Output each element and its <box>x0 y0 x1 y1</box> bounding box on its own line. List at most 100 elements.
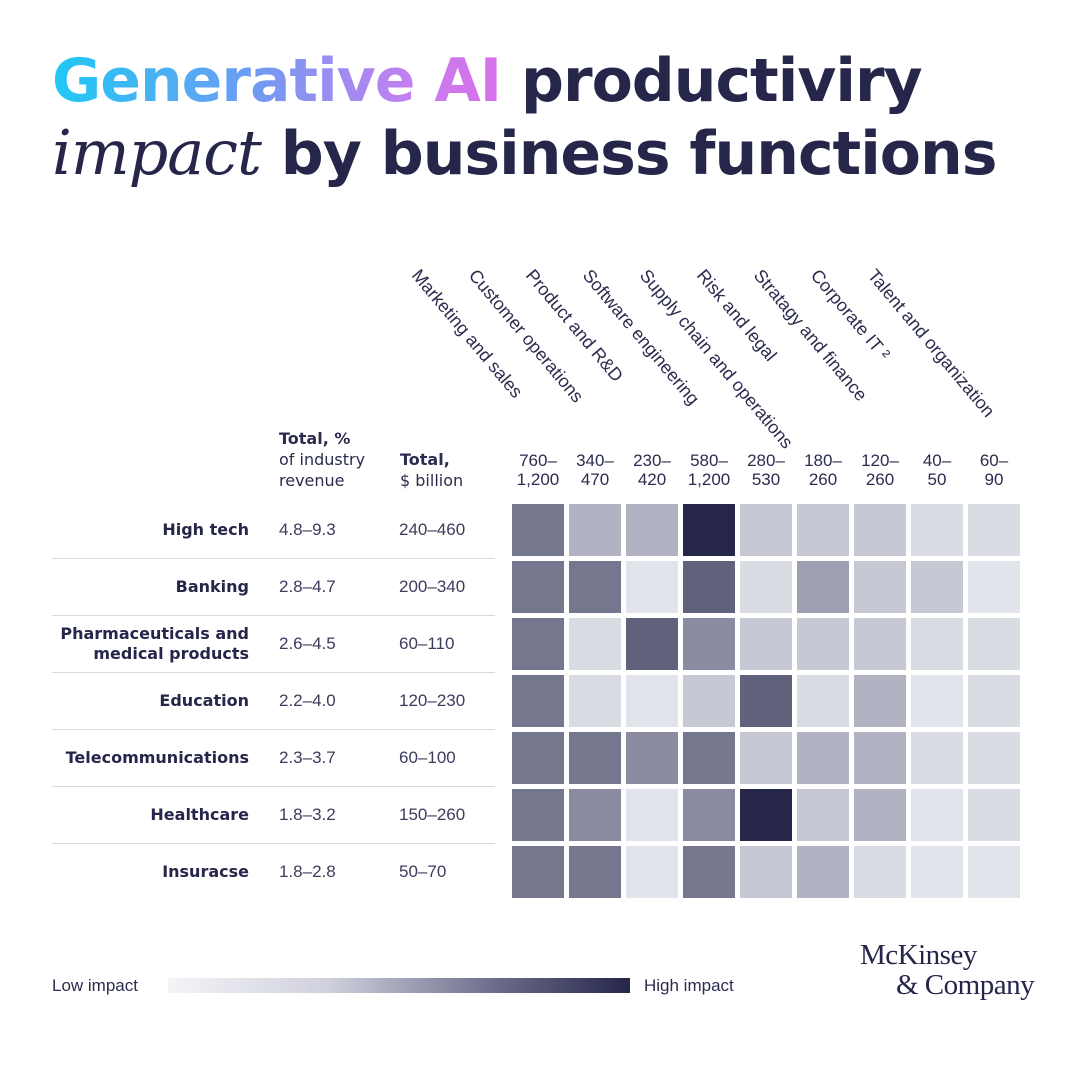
heatmap-cell <box>626 618 678 670</box>
legend-high-label: High impact <box>644 976 734 995</box>
title-line1-rest: productiviry <box>501 46 923 116</box>
billion-header-line2: $ billion <box>400 471 464 490</box>
row-divider <box>52 786 495 787</box>
heatmap-cell <box>911 732 963 784</box>
row-percent-value: 1.8–3.2 <box>279 805 336 824</box>
heatmap-cell <box>797 789 849 841</box>
heatmap-cell <box>512 675 564 727</box>
heatmap-cell <box>512 504 564 556</box>
billion-header-bold: Total, <box>400 450 450 469</box>
legend-gradient-bar <box>168 978 630 993</box>
row-percent-value: 4.8–9.3 <box>279 520 336 539</box>
heatmap-cell <box>911 675 963 727</box>
heatmap-cell <box>968 846 1020 898</box>
heatmap-cell <box>569 618 621 670</box>
heatmap-cell <box>569 504 621 556</box>
heatmap-cell <box>740 789 792 841</box>
column-range: 280– 530 <box>747 451 785 489</box>
heatmap-cell <box>512 618 564 670</box>
row-label: Banking <box>175 577 249 596</box>
column-range: 340– 470 <box>576 451 614 489</box>
heatmap-cell <box>797 675 849 727</box>
heatmap-cell <box>797 732 849 784</box>
heatmap-cell <box>569 789 621 841</box>
pct-header-bold: Total, % <box>279 429 351 448</box>
heatmap-cell <box>683 618 735 670</box>
heatmap-cell <box>854 675 906 727</box>
heatmap-cell <box>854 618 906 670</box>
heatmap-cell <box>512 732 564 784</box>
column-range: 230– 420 <box>633 451 671 489</box>
title-gradient-text: Generative AI <box>52 46 502 116</box>
heatmap-cell <box>512 846 564 898</box>
heatmap-cell <box>683 561 735 613</box>
column-range: 120– 260 <box>861 451 899 489</box>
heatmap-cell <box>968 732 1020 784</box>
heatmap-cell <box>854 561 906 613</box>
heatmap-cell <box>968 504 1020 556</box>
title-line2-rest: by business functions <box>260 119 998 189</box>
row-label: Insuracse <box>162 862 249 881</box>
heatmap-cell <box>683 846 735 898</box>
row-divider <box>52 615 495 616</box>
mckinsey-logo: McKinsey & Company <box>860 939 1035 1001</box>
heatmap-cell <box>740 618 792 670</box>
row-percent-value: 2.6–4.5 <box>279 634 336 653</box>
column-label: Marketing and sales <box>407 265 527 402</box>
heatmap-cell <box>797 504 849 556</box>
column-range: 580– 1,200 <box>687 451 731 489</box>
row-label: High tech <box>162 520 249 539</box>
heatmap-cell <box>740 846 792 898</box>
heatmap-cell <box>512 789 564 841</box>
heatmap-cell <box>683 732 735 784</box>
heatmap-cell <box>740 732 792 784</box>
heatmap-cell <box>968 675 1020 727</box>
row-divider <box>52 672 495 673</box>
row-billion-value: 50–70 <box>399 862 447 881</box>
heatmap-cell <box>626 789 678 841</box>
column-label: Product and R&D <box>521 265 628 386</box>
logo-line2: & Company <box>896 969 1035 1001</box>
row-billion-value: 150–260 <box>399 805 466 824</box>
row-label: Education <box>159 691 249 710</box>
heatmap-cell <box>569 561 621 613</box>
heatmap-cell <box>911 789 963 841</box>
row-label: Pharmaceuticals and medical products <box>60 624 249 663</box>
heatmap-cell <box>968 561 1020 613</box>
title-italic-word: impact <box>52 116 262 189</box>
row-billion-value: 120–230 <box>399 691 466 710</box>
page-title-line2: impact by business functions <box>52 116 998 189</box>
heatmap-cell <box>968 789 1020 841</box>
row-divider <box>52 558 495 559</box>
column-range: 760– 1,200 <box>516 451 560 489</box>
column-range: 40– 50 <box>922 451 952 489</box>
heatmap-cell <box>683 504 735 556</box>
heatmap-cell <box>911 618 963 670</box>
heatmap-cell <box>683 789 735 841</box>
heatmap-cell <box>626 504 678 556</box>
heatmap-cell <box>626 732 678 784</box>
row-percent-value: 2.8–4.7 <box>279 577 336 596</box>
row-label: Telecommunications <box>65 748 249 767</box>
heatmap-cell <box>911 504 963 556</box>
heatmap-cell <box>911 846 963 898</box>
heatmap-cell <box>740 675 792 727</box>
heatmap-cell <box>968 618 1020 670</box>
heatmap-cell <box>569 675 621 727</box>
row-billion-value: 60–100 <box>399 748 456 767</box>
heatmap-cell <box>797 846 849 898</box>
row-divider <box>52 729 495 730</box>
heatmap-cell <box>854 732 906 784</box>
row-percent-value: 2.2–4.0 <box>279 691 336 710</box>
page-title-line1: Generative AI productiviry <box>52 46 923 116</box>
heatmap-cell <box>569 732 621 784</box>
row-percent-value: 2.3–3.7 <box>279 748 336 767</box>
heatmap-cell <box>512 561 564 613</box>
row-billion-value: 240–460 <box>399 520 466 539</box>
heatmap-cell <box>854 846 906 898</box>
heatmap-cell <box>626 561 678 613</box>
logo-line1: McKinsey <box>860 939 977 971</box>
heatmap-cell <box>626 846 678 898</box>
heatmap-cell <box>740 504 792 556</box>
heatmap-cell <box>797 561 849 613</box>
